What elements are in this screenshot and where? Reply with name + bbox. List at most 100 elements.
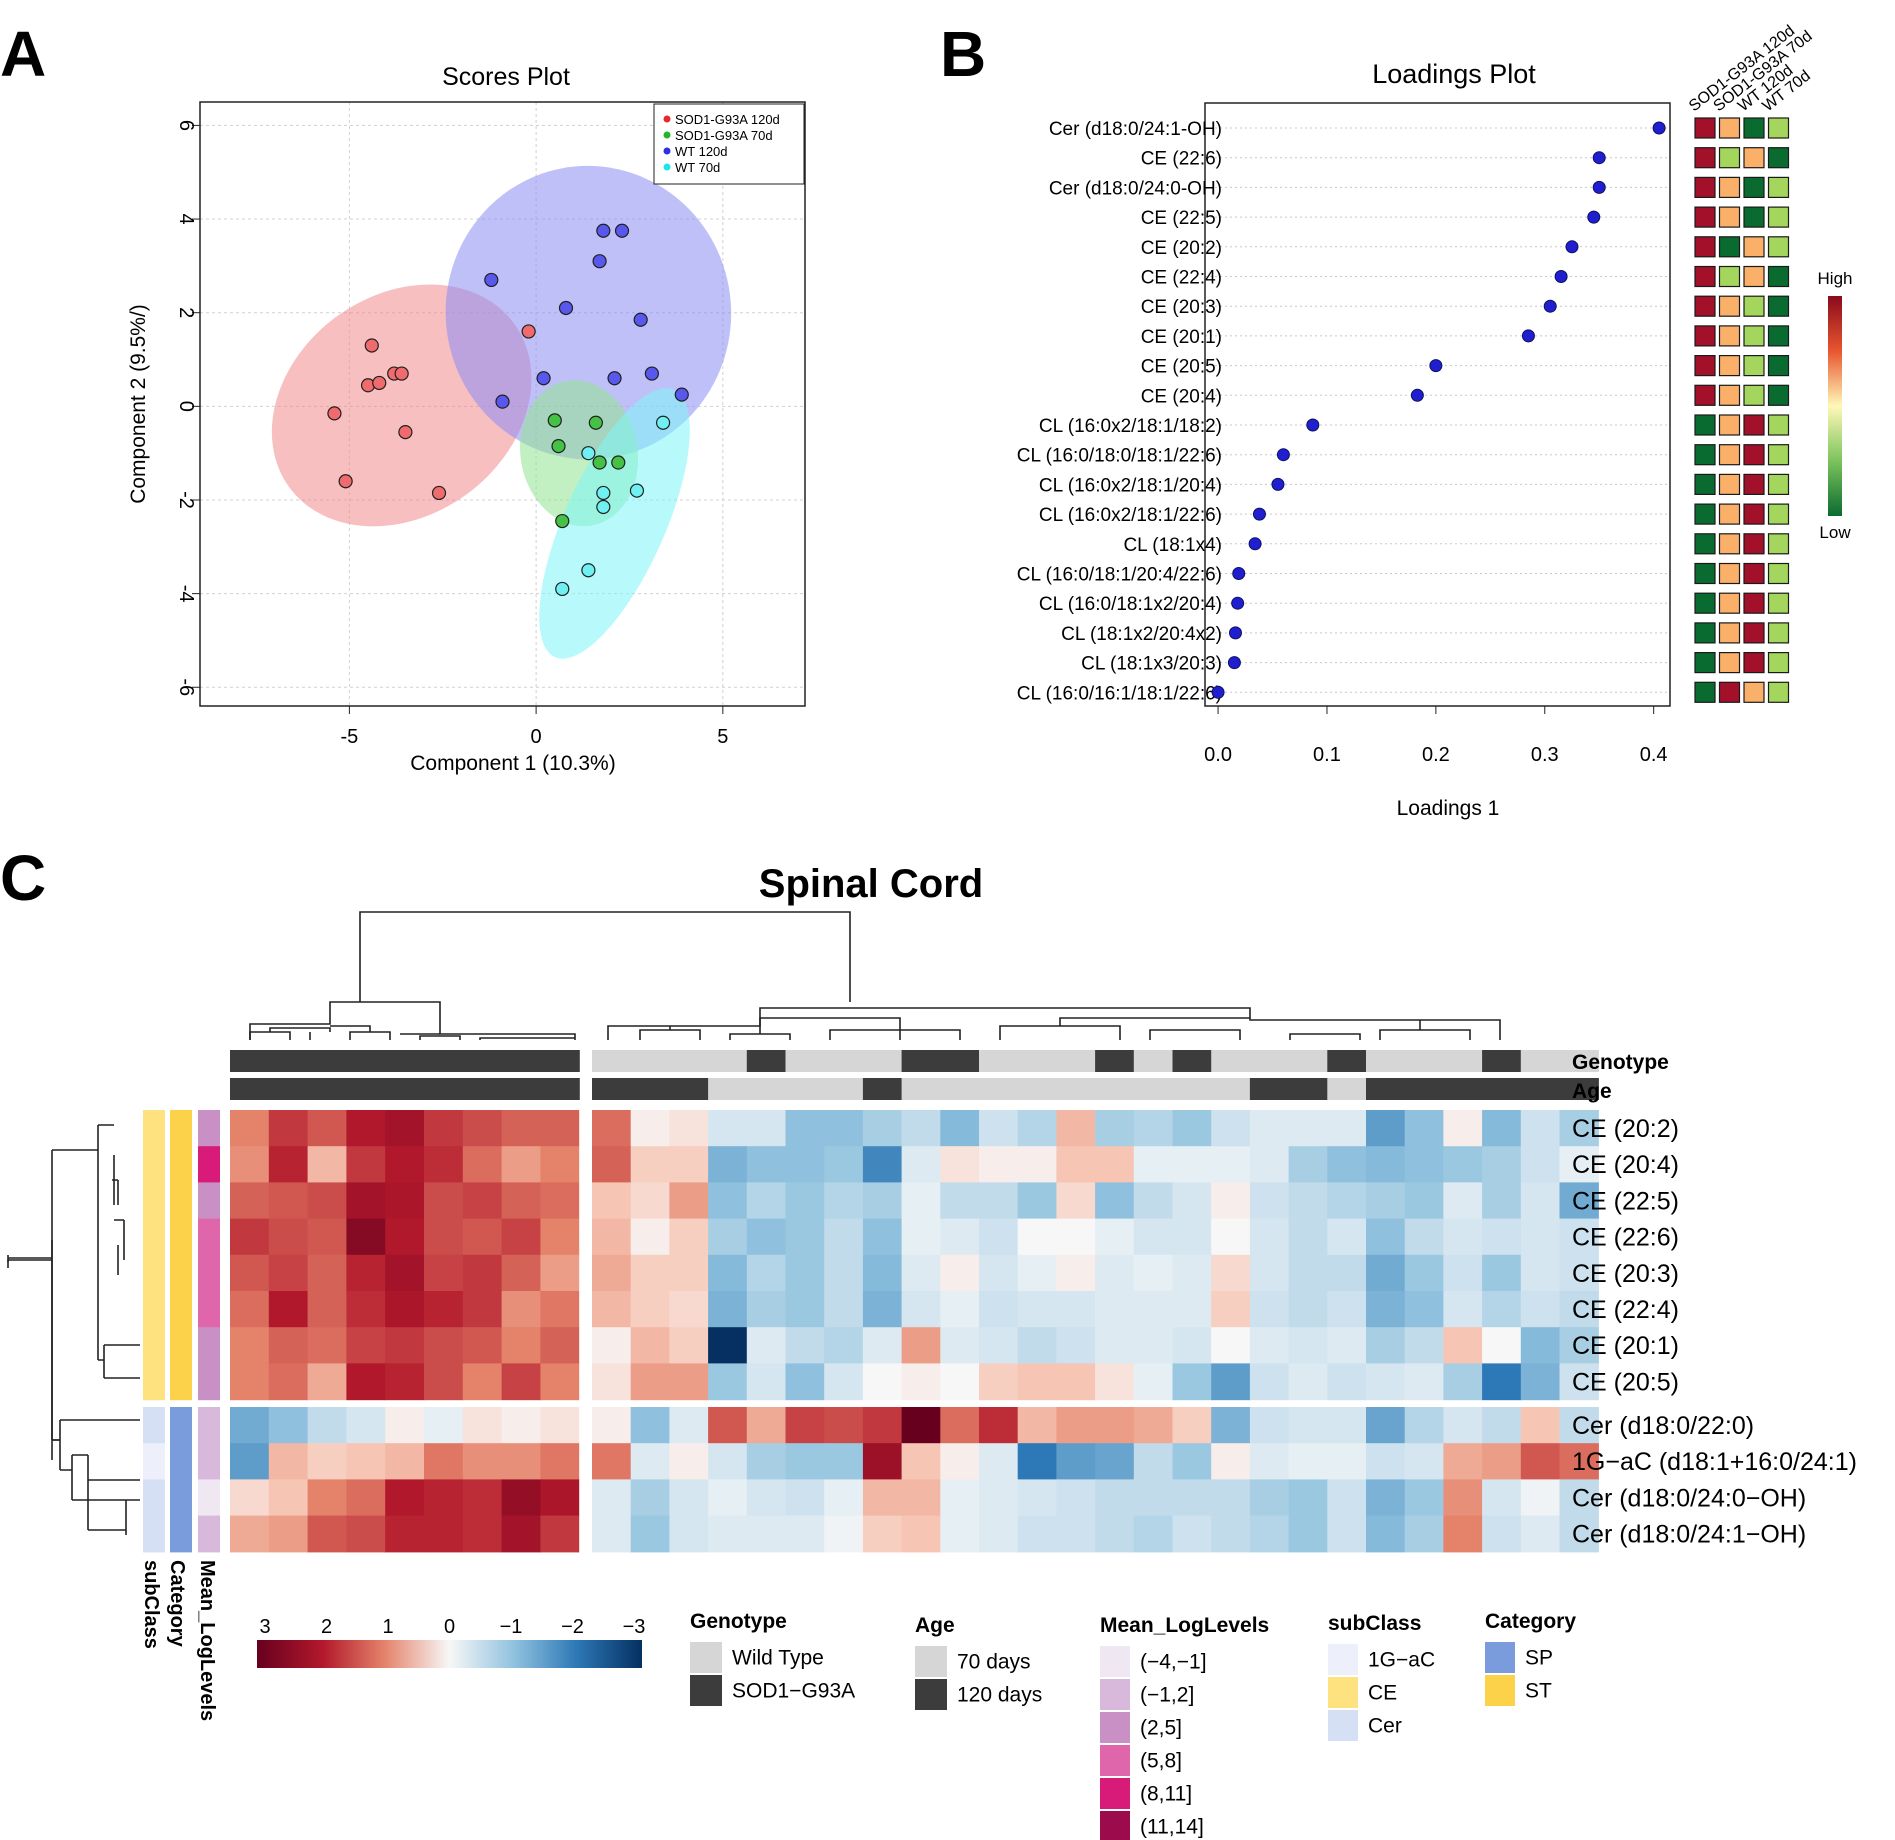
heatmap-cell: [708, 1443, 748, 1480]
heatmap-cell: [901, 1182, 941, 1220]
heatmap-cell: [1520, 1254, 1561, 1292]
loadings-group-cell: [1743, 295, 1765, 317]
category-track-cell: [170, 1254, 192, 1292]
genotype-track-cell: [1559, 1050, 1599, 1072]
heatmap-cell: [824, 1291, 864, 1328]
mean-track-cell: [198, 1291, 220, 1328]
loadings-group-cell: [1767, 562, 1790, 585]
mean-legend-title: Mean_LogLevels: [1100, 1614, 1269, 1637]
scores-point: [558, 300, 574, 316]
heatmap-cell: [424, 1443, 464, 1480]
heatmap-cell: [1211, 1327, 1251, 1364]
heatmap-cell: [346, 1443, 386, 1480]
heatmap-cell: [307, 1182, 347, 1220]
heatmap-cell: [901, 1407, 941, 1444]
age-track-cell: [230, 1078, 270, 1100]
heatmap-cell: [940, 1291, 980, 1328]
subclass-track-cell: [143, 1407, 165, 1444]
loadings-group-cell: [1767, 592, 1790, 614]
heatmap-cell: [1327, 1363, 1367, 1401]
heatmap-cell: [501, 1363, 541, 1401]
heatmap-cell: [940, 1407, 980, 1444]
heatmap-cell: [307, 1327, 347, 1364]
heatmap-cell: [1482, 1291, 1522, 1328]
heatmap-cell: [1482, 1327, 1522, 1364]
heatmap-cell: [979, 1254, 1019, 1292]
age-track-cell: [708, 1078, 748, 1100]
heatmap-cell: [592, 1407, 632, 1444]
heatmap-cell: [1443, 1146, 1483, 1183]
heatmap-cell: [307, 1443, 347, 1480]
category-track-cell: [170, 1407, 192, 1444]
loadings-group-cell: [1767, 265, 1790, 288]
age-track-cell: [268, 1078, 309, 1100]
heatmap-cell: [979, 1515, 1019, 1553]
subclass-legend-swatch: [1328, 1710, 1358, 1741]
heatmap-cell: [230, 1146, 270, 1183]
heatmap-cell: [1327, 1515, 1367, 1553]
heatmap-cell: [862, 1443, 903, 1480]
heatmap-cell: [230, 1291, 270, 1328]
heatmap-cell: [1017, 1218, 1058, 1256]
heatmap-cell: [940, 1363, 980, 1401]
loadings-group-cell: [1767, 176, 1790, 198]
loadings-x-tick-label: 0.4: [1640, 744, 1668, 766]
heatmap-cell: [540, 1291, 580, 1328]
loadings-group-cell: [1743, 265, 1765, 288]
heatmap-cell: [1327, 1254, 1367, 1292]
loadings-row-labels: Cer (d18:0/24:1-OH) CE (22:6) Cer (d18:0/2…: [1017, 119, 1222, 704]
heatmap-cell: [708, 1218, 748, 1256]
heatmap-cell: [1482, 1407, 1522, 1444]
heatmap-cell: [592, 1363, 632, 1401]
heatmap-cell: [708, 1479, 748, 1517]
heatmap-cell: [1172, 1291, 1212, 1328]
heatmap-cell: [1443, 1479, 1483, 1517]
scores-legend-box: [653, 103, 805, 185]
heatmap-cell: [1520, 1363, 1561, 1401]
category-legend-swatch: [1485, 1675, 1515, 1706]
age-track-cell: [979, 1078, 1019, 1100]
heatmap-cell: [1482, 1254, 1522, 1292]
heatmap-cell: [592, 1327, 632, 1364]
heatmap-cell: [824, 1515, 864, 1553]
genotype-track-cell: [1249, 1050, 1290, 1072]
heatmap-cell: [592, 1110, 632, 1147]
heatmap-row-label: Cer (d18:0/24:1−OH): [1572, 1521, 1806, 1549]
heatmap-cell: [1056, 1182, 1096, 1220]
loadings-row-label: CL (16:0/16:1/18:1/22:6): [1017, 683, 1222, 704]
heatmap-cell: [385, 1146, 425, 1183]
heatmap-cell: [785, 1327, 825, 1364]
heatmap-cell: [1211, 1363, 1251, 1401]
heatmap-cell: [424, 1110, 464, 1147]
mean-track-cell: [198, 1110, 220, 1147]
heatmap-cell: [501, 1327, 541, 1364]
heatmap-cell: [1520, 1407, 1561, 1444]
loadings-group-cell: [1767, 384, 1790, 406]
age-track-cell: [501, 1078, 541, 1100]
heatmap-cell: [1327, 1407, 1367, 1444]
age-track-cell: [940, 1078, 980, 1100]
heatmap-cell: [1017, 1407, 1058, 1444]
heatmap-cell: [1133, 1479, 1174, 1517]
heatmap-cell: [1443, 1327, 1483, 1364]
subclass-track-cell: [143, 1254, 165, 1292]
loadings-group-cell: [1718, 651, 1741, 674]
heatmap-cell: [1056, 1407, 1096, 1444]
heatmap-row-label: CE (22:4): [1572, 1296, 1679, 1324]
genotype-track-cell: [708, 1050, 748, 1072]
loadings-dot: [1543, 299, 1557, 313]
scores-point: [547, 413, 562, 428]
heatmap-cell: [1559, 1363, 1599, 1401]
loadings-group-cell: [1694, 236, 1716, 258]
subclass-track-cell: [143, 1515, 165, 1553]
heatmap-cell: [1520, 1182, 1561, 1220]
heatmap-cell: [346, 1110, 386, 1147]
heatmap-cell: [901, 1443, 941, 1480]
loadings-dot: [1565, 240, 1579, 254]
heatmap-cell: [1133, 1254, 1174, 1292]
heatmap-cell: [501, 1110, 541, 1147]
subclass-legend-label: CE: [1368, 1681, 1397, 1704]
heatmap-cell: [501, 1218, 541, 1256]
subclass-track-cell: [143, 1218, 165, 1256]
heatmap-cell: [1056, 1146, 1096, 1183]
